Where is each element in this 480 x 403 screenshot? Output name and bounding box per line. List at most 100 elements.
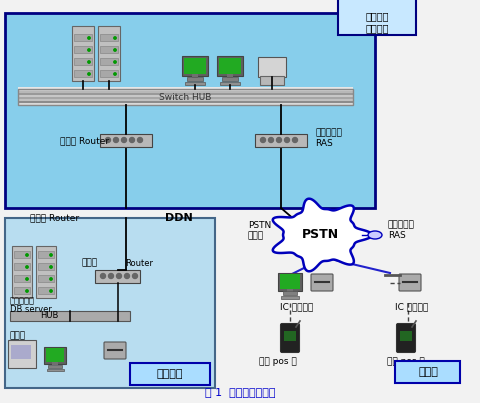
Polygon shape bbox=[273, 199, 372, 271]
Bar bbox=[222, 77, 238, 81]
Circle shape bbox=[121, 137, 127, 143]
Bar bbox=[12, 246, 32, 298]
Text: 手持 pos 机: 手持 pos 机 bbox=[259, 357, 297, 366]
Bar bbox=[18, 89, 353, 91]
Text: 市公安局: 市公安局 bbox=[365, 11, 389, 21]
Bar bbox=[338, 0, 416, 35]
Circle shape bbox=[124, 274, 130, 278]
Text: DB server: DB server bbox=[10, 305, 52, 314]
Circle shape bbox=[26, 266, 28, 268]
Text: RAS: RAS bbox=[388, 231, 406, 241]
Bar bbox=[100, 70, 118, 77]
Bar bbox=[395, 361, 460, 383]
Text: 路由器: 路由器 bbox=[82, 258, 98, 268]
Text: Switch HUB: Switch HUB bbox=[159, 93, 211, 102]
Circle shape bbox=[106, 137, 110, 143]
FancyBboxPatch shape bbox=[104, 342, 126, 359]
Text: 数据服务器: 数据服务器 bbox=[10, 297, 35, 305]
Bar bbox=[74, 70, 92, 77]
Circle shape bbox=[50, 278, 52, 280]
Circle shape bbox=[114, 61, 116, 63]
Circle shape bbox=[261, 137, 265, 143]
FancyBboxPatch shape bbox=[280, 324, 300, 353]
Circle shape bbox=[137, 137, 143, 143]
Circle shape bbox=[100, 274, 106, 278]
Bar bbox=[38, 287, 54, 294]
Text: 分局网络: 分局网络 bbox=[157, 369, 183, 379]
Text: DDN: DDN bbox=[165, 213, 193, 223]
Bar bbox=[74, 46, 92, 53]
Bar bbox=[10, 311, 130, 321]
Circle shape bbox=[130, 137, 134, 143]
Bar bbox=[18, 103, 353, 105]
Bar bbox=[283, 291, 297, 295]
Bar bbox=[227, 74, 233, 78]
Bar bbox=[14, 287, 30, 294]
Bar bbox=[192, 74, 198, 78]
Bar bbox=[72, 26, 94, 81]
FancyBboxPatch shape bbox=[396, 324, 416, 353]
Text: Router: Router bbox=[125, 258, 153, 268]
Bar bbox=[74, 58, 92, 65]
Bar bbox=[14, 275, 30, 282]
Text: RAS: RAS bbox=[315, 139, 333, 148]
Text: 派出所: 派出所 bbox=[418, 367, 438, 377]
Bar bbox=[36, 246, 56, 298]
Text: 发卡机: 发卡机 bbox=[10, 332, 26, 341]
Bar bbox=[47, 369, 63, 372]
Text: IC 卡读写器: IC 卡读写器 bbox=[280, 303, 313, 312]
Bar bbox=[278, 272, 302, 291]
Text: 图 1  网络结构示意图: 图 1 网络结构示意图 bbox=[205, 387, 275, 397]
Bar bbox=[100, 134, 152, 147]
Bar bbox=[284, 331, 296, 341]
Circle shape bbox=[108, 274, 113, 278]
Circle shape bbox=[88, 37, 90, 39]
Bar bbox=[5, 218, 215, 388]
Bar bbox=[11, 345, 31, 359]
Text: 路由器 Router: 路由器 Router bbox=[60, 137, 109, 145]
Bar bbox=[18, 87, 353, 89]
Circle shape bbox=[292, 137, 298, 143]
Text: 手持 pos 机: 手持 pos 机 bbox=[387, 357, 425, 366]
Circle shape bbox=[50, 254, 52, 256]
Bar bbox=[95, 270, 140, 283]
Text: PSTN: PSTN bbox=[248, 220, 271, 229]
Bar bbox=[100, 46, 118, 53]
Circle shape bbox=[113, 137, 119, 143]
Bar bbox=[260, 76, 284, 85]
Text: IC 卡读写器: IC 卡读写器 bbox=[395, 303, 428, 312]
Circle shape bbox=[132, 274, 137, 278]
Bar bbox=[74, 34, 92, 41]
Bar bbox=[280, 274, 300, 289]
Bar bbox=[100, 58, 118, 65]
Bar bbox=[18, 93, 353, 95]
Circle shape bbox=[117, 274, 121, 278]
Bar bbox=[44, 347, 66, 364]
Bar bbox=[130, 363, 210, 385]
Text: PSTN: PSTN bbox=[301, 229, 338, 241]
Circle shape bbox=[26, 254, 28, 256]
Circle shape bbox=[50, 266, 52, 268]
Bar bbox=[18, 99, 353, 101]
Text: 中心网络: 中心网络 bbox=[365, 23, 389, 33]
Bar bbox=[5, 13, 375, 208]
Bar bbox=[281, 296, 299, 299]
Bar bbox=[400, 331, 412, 341]
Circle shape bbox=[114, 37, 116, 39]
Bar bbox=[14, 263, 30, 270]
Circle shape bbox=[88, 61, 90, 63]
Bar bbox=[182, 56, 208, 76]
Bar bbox=[14, 251, 30, 258]
Circle shape bbox=[268, 137, 274, 143]
Circle shape bbox=[114, 73, 116, 75]
Circle shape bbox=[50, 290, 52, 292]
Text: 路由器 Router: 路由器 Router bbox=[30, 214, 79, 222]
FancyBboxPatch shape bbox=[311, 274, 333, 291]
Bar bbox=[18, 89, 353, 105]
Circle shape bbox=[88, 49, 90, 51]
Bar bbox=[18, 97, 353, 99]
Bar bbox=[258, 57, 286, 77]
Bar bbox=[255, 134, 307, 147]
Bar bbox=[288, 289, 293, 292]
Bar bbox=[184, 58, 206, 74]
